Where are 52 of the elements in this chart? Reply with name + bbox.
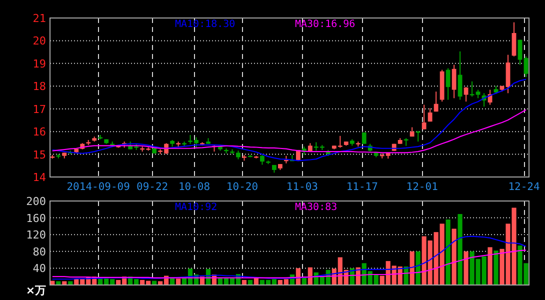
y-tick-label: 120 xyxy=(26,228,46,242)
y-tick-label: 21 xyxy=(32,12,46,25)
y-tick-label: 40 xyxy=(32,262,46,276)
candlestick xyxy=(452,64,456,99)
bar xyxy=(446,219,450,285)
y-tick-label: 80 xyxy=(32,245,46,258)
x-tick-label: 2014-09-09 xyxy=(66,181,130,193)
bar xyxy=(488,247,492,285)
x-tick-label: 09-22 xyxy=(136,181,168,193)
text: MA30:83 xyxy=(295,202,338,213)
candlestick xyxy=(260,154,264,166)
y-tick-label: 20 xyxy=(32,34,46,48)
candlestick xyxy=(422,104,426,130)
line-series xyxy=(52,250,527,278)
candlestick xyxy=(512,22,516,57)
candlestick xyxy=(524,56,528,78)
candlestick xyxy=(470,80,474,98)
candlestick xyxy=(464,86,468,102)
y-tick-label: 200 xyxy=(26,195,46,208)
y-tick-label: 16 xyxy=(32,126,46,139)
y-tick-label: 19 xyxy=(32,57,46,70)
candlestick xyxy=(416,130,420,142)
text: MA10:18.30 xyxy=(175,19,236,30)
y-axis-title: ×万 xyxy=(26,284,46,297)
bar xyxy=(56,281,61,285)
y-tick-label: 14 xyxy=(32,171,46,184)
candlestick xyxy=(434,91,438,112)
bar xyxy=(464,251,468,285)
bar xyxy=(62,281,67,285)
x-tick-label: 12-01 xyxy=(406,181,438,193)
y-tick-label: 18 xyxy=(32,80,46,94)
x-tick-label: 10-08 xyxy=(178,181,210,193)
x-tick-label: 12-24 xyxy=(508,181,540,193)
candlestick xyxy=(458,50,462,100)
candlestick xyxy=(446,68,450,100)
x-tick-label: 11-03 xyxy=(286,181,318,193)
text: MA10:92 xyxy=(175,202,218,213)
y-tick-label: 160 xyxy=(26,212,46,225)
candlestick xyxy=(518,39,522,66)
bar xyxy=(68,281,73,285)
x-tick-label: 10-20 xyxy=(226,181,258,193)
text: MA30:16.96 xyxy=(295,19,356,30)
candlestick xyxy=(428,108,432,122)
line-series xyxy=(52,236,527,280)
x-tick-label: 11-17 xyxy=(346,181,378,193)
y-tick-label: 17 xyxy=(32,102,46,116)
bar xyxy=(176,278,181,285)
bar xyxy=(494,250,498,285)
bar xyxy=(458,214,462,285)
bar xyxy=(452,228,456,285)
line-series xyxy=(52,78,527,162)
y-tick-label: 15 xyxy=(32,148,46,162)
